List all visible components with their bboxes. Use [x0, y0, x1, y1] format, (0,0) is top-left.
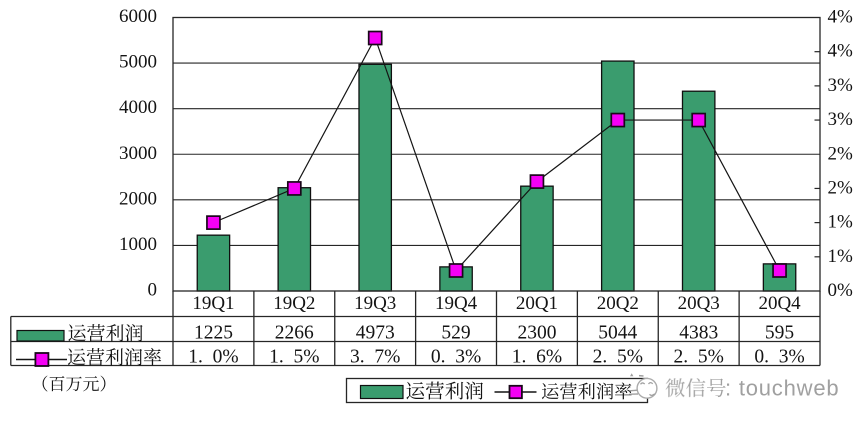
svg-text:20Q4: 20Q4 [758, 293, 801, 314]
svg-text:1. 5%: 1. 5% [269, 347, 319, 368]
svg-text:1000: 1000 [119, 234, 157, 255]
svg-text:3000: 3000 [119, 143, 157, 164]
svg-text:4973: 4973 [356, 323, 395, 344]
svg-text:0%: 0% [828, 280, 854, 301]
svg-text:2%: 2% [828, 143, 854, 164]
svg-text:4000: 4000 [119, 97, 157, 118]
svg-text:0: 0 [148, 280, 158, 301]
svg-text:: touchweb: : touchweb [725, 376, 839, 401]
svg-text:4383: 4383 [679, 323, 718, 344]
svg-text:3. 7%: 3. 7% [350, 347, 400, 368]
svg-text:1. 6%: 1. 6% [512, 347, 562, 368]
svg-text:4%: 4% [828, 41, 854, 62]
svg-text:6000: 6000 [119, 6, 157, 27]
svg-text:19Q4: 19Q4 [435, 293, 478, 314]
svg-text:4%: 4% [828, 7, 854, 28]
svg-text:3%: 3% [828, 75, 854, 96]
svg-text:2000: 2000 [119, 188, 157, 209]
svg-text:19Q2: 19Q2 [273, 293, 315, 314]
svg-text:1. 0%: 1. 0% [188, 347, 238, 368]
svg-text:2300: 2300 [517, 323, 556, 344]
svg-text:20Q2: 20Q2 [597, 293, 639, 314]
svg-text:19Q3: 19Q3 [354, 293, 396, 314]
svg-text:5000: 5000 [119, 52, 157, 73]
svg-text:0. 3%: 0. 3% [754, 347, 804, 368]
svg-text:0. 3%: 0. 3% [431, 347, 481, 368]
svg-text:2. 5%: 2. 5% [674, 347, 724, 368]
svg-text:20Q3: 20Q3 [678, 293, 720, 314]
svg-text:3%: 3% [828, 109, 854, 130]
svg-text:19Q1: 19Q1 [192, 293, 234, 314]
svg-text:2. 5%: 2. 5% [593, 347, 643, 368]
svg-text:2266: 2266 [275, 323, 314, 344]
svg-text:1%: 1% [828, 246, 854, 267]
svg-text:595: 595 [765, 323, 794, 344]
svg-text:5044: 5044 [598, 323, 637, 344]
svg-text:529: 529 [441, 323, 470, 344]
svg-text:2%: 2% [828, 177, 854, 198]
svg-text:1225: 1225 [194, 323, 233, 344]
svg-text:1%: 1% [828, 212, 854, 233]
svg-text:20Q1: 20Q1 [516, 293, 558, 314]
